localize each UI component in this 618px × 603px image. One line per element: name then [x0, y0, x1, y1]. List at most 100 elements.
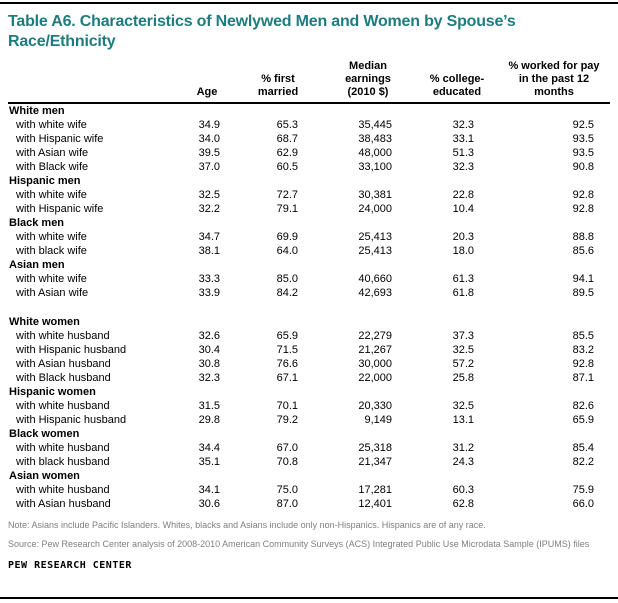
cell-value: 35.1 — [198, 456, 220, 468]
table-row: with black husband 35.1 70.8 21,347 24.3 82.2 — [8, 455, 610, 469]
cell-value: 93.5 — [572, 147, 594, 159]
cell-value: 61.3 — [452, 273, 474, 285]
table-row: with white wife 34.9 65.3 35,445 32.3 92.5 — [8, 118, 610, 132]
column-header-first-married: % first married — [236, 60, 320, 104]
bottom-rule — [0, 597, 618, 599]
group-header-row: Asian men — [8, 258, 610, 272]
cell-value: 84.2 — [276, 287, 298, 299]
cell-value: 75.9 — [572, 484, 594, 496]
group-header-row: Hispanic men — [8, 174, 610, 188]
cell-value: 42,693 — [358, 287, 392, 299]
cell-value: 12,401 — [358, 498, 392, 510]
cell-value: 30,381 — [358, 189, 392, 201]
spacer-cell — [8, 300, 610, 315]
group-header-row: White women — [8, 315, 610, 329]
cell-value: 67.1 — [276, 372, 298, 384]
group-header-row: Black men — [8, 216, 610, 230]
cell-value: 33.9 — [198, 287, 220, 299]
row-label: with white husband — [16, 400, 110, 412]
row-label: with Black husband — [16, 372, 111, 384]
table-row: with Asian husband 30.8 76.6 30,000 57.2 92.8 — [8, 357, 610, 371]
cell-value: 65.9 — [572, 414, 594, 426]
cell-value: 20,330 — [358, 400, 392, 412]
row-label: with Hispanic husband — [16, 414, 127, 426]
group-label: White women — [9, 316, 80, 328]
cell-value: 10.4 — [452, 203, 474, 215]
cell-value: 30,000 — [358, 358, 392, 370]
cell-value: 30.4 — [198, 344, 220, 356]
table-header: Age % first married Median earnings (201… — [8, 60, 610, 104]
table-row: with white husband 31.5 70.1 20,330 32.5 82.6 — [8, 399, 610, 413]
cell-value: 62.9 — [276, 147, 298, 159]
cell-value: 33,100 — [358, 161, 392, 173]
cell-value: 87.1 — [572, 372, 594, 384]
cell-value: 34.1 — [198, 484, 220, 496]
cell-value: 32.5 — [452, 344, 474, 356]
cell-value: 32.6 — [198, 330, 220, 342]
cell-value: 72.7 — [276, 189, 298, 201]
group-header-row: Asian women — [8, 469, 610, 483]
cell-value: 25,413 — [358, 231, 392, 243]
cell-value: 34.4 — [198, 442, 220, 454]
cell-value: 32.5 — [452, 400, 474, 412]
cell-value: 51.3 — [452, 147, 474, 159]
table-row: with Hispanic husband 29.8 79.2 9,149 13.1 65… — [8, 413, 610, 427]
group-label: Hispanic men — [9, 175, 81, 187]
corner-cell — [8, 60, 178, 104]
row-label: with Asian wife — [16, 287, 89, 299]
row-label: with Asian wife — [16, 147, 89, 159]
cell-value: 85.4 — [572, 442, 594, 454]
cell-value: 32.5 — [198, 189, 220, 201]
group-header-row: Black women — [8, 427, 610, 441]
cell-value: 62.8 — [452, 498, 474, 510]
cell-value: 22.8 — [452, 189, 474, 201]
row-label: with black husband — [16, 456, 110, 468]
row-label: with white wife — [16, 273, 87, 285]
cell-value: 92.5 — [572, 119, 594, 131]
cell-value: 79.2 — [276, 414, 298, 426]
cell-value: 31.2 — [452, 442, 474, 454]
cell-value: 30.8 — [198, 358, 220, 370]
cell-value: 32.3 — [198, 372, 220, 384]
table-row: with white wife 33.3 85.0 40,660 61.3 94.1 — [8, 272, 610, 286]
column-header-college-educated: % college- educated — [416, 60, 498, 104]
row-label: with white husband — [16, 442, 110, 454]
page-content: Table A6. Characteristics of Newlywed Me… — [8, 13, 610, 571]
cell-value: 29.8 — [198, 414, 220, 426]
row-label: with white wife — [16, 119, 87, 131]
cell-value: 61.8 — [452, 287, 474, 299]
cell-value: 39.5 — [198, 147, 220, 159]
cell-value: 60.3 — [452, 484, 474, 496]
cell-value: 24.3 — [452, 456, 474, 468]
cell-value: 83.2 — [572, 344, 594, 356]
table-row: with white wife 34.7 69.9 25,413 20.3 88.8 — [8, 230, 610, 244]
cell-value: 18.0 — [452, 245, 474, 257]
cell-value: 24,000 — [358, 203, 392, 215]
cell-value: 22,000 — [358, 372, 392, 384]
table-row: with Hispanic wife 32.2 79.1 24,000 10.4 92.8 — [8, 202, 610, 216]
cell-value: 21,267 — [358, 344, 392, 356]
cell-value: 64.0 — [276, 245, 298, 257]
column-header-median-earnings: Median earnings (2010 $) — [320, 60, 416, 104]
table-note: Note: Asians include Pacific Islanders. … — [8, 520, 486, 530]
cell-value: 9,149 — [364, 414, 392, 426]
row-label: with white wife — [16, 189, 87, 201]
cell-value: 32.2 — [198, 203, 220, 215]
cell-value: 65.3 — [276, 119, 298, 131]
cell-value: 79.1 — [276, 203, 298, 215]
table-title: Table A6. Characteristics of Newlywed Me… — [8, 13, 516, 50]
row-label: with Hispanic wife — [16, 203, 104, 215]
cell-value: 93.5 — [572, 133, 594, 145]
cell-value: 22,279 — [358, 330, 392, 342]
table-row: with Asian wife 33.9 84.2 42,693 61.8 89.5 — [8, 286, 610, 300]
cell-value: 35,445 — [358, 119, 392, 131]
cell-value: 70.8 — [276, 456, 298, 468]
cell-value: 13.1 — [452, 414, 474, 426]
top-rule — [0, 2, 618, 4]
table-row: with Black wife 37.0 60.5 33,100 32.3 90.8 — [8, 160, 610, 174]
cell-value: 66.0 — [572, 498, 594, 510]
cell-value: 76.6 — [276, 358, 298, 370]
cell-value: 38,483 — [358, 133, 392, 145]
group-header-row: Hispanic women — [8, 385, 610, 399]
